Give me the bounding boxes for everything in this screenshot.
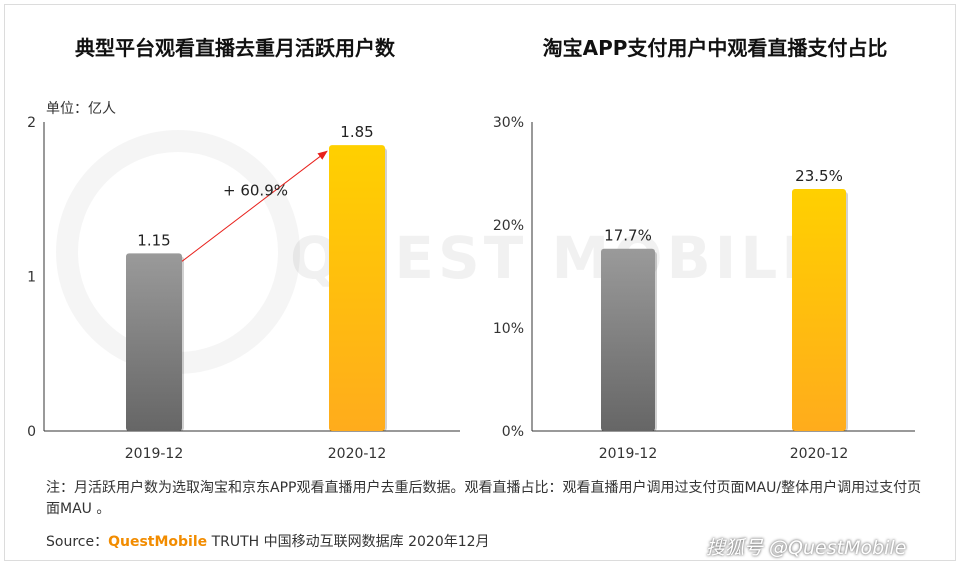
left-chart-title: 典型平台观看直播去重月活跃用户数 xyxy=(75,36,395,60)
bar-value-label: 23.5% xyxy=(795,167,843,185)
footnote: 注：月活跃用户数为选取淘宝和京东APP观看直播用户去重后数据。观看直播占比：观看… xyxy=(46,480,922,517)
growth-annotation: + 60.9% xyxy=(223,181,288,199)
x-tick-label: 2019-12 xyxy=(599,446,658,462)
source-brand: QuestMobile xyxy=(108,534,208,550)
bar-2020-12 xyxy=(329,145,385,432)
growth-arrow xyxy=(181,150,328,262)
bar-2019-12 xyxy=(126,253,182,431)
y-tick-label: 30% xyxy=(493,115,524,131)
right-bar-chart: 0% 10% 20% 30% 17.7% 2019-12 23.5% 2020-12 xyxy=(493,115,915,462)
x-tick-label: 2020-12 xyxy=(790,446,849,462)
source-label: Source： xyxy=(46,534,109,550)
bar-value-label: 1.15 xyxy=(137,231,170,249)
left-bar-chart: 0 1 2 1.15 2019-12 1.85 2020-12 + 60.9% xyxy=(27,115,460,462)
bar-2019-12 xyxy=(601,248,655,431)
y-tick-label: 1 xyxy=(27,270,36,286)
y-tick-label: 2 xyxy=(27,115,36,131)
corner-watermark: 搜狐号 @QuestMobile xyxy=(706,537,907,559)
source-line: Source：QuestMobile TRUTH 中国移动互联网数据库 2020… xyxy=(46,531,490,551)
y-tick-label: 10% xyxy=(493,321,524,337)
x-tick-label: 2019-12 xyxy=(125,446,184,462)
y-tick-label: 0 xyxy=(27,424,36,440)
x-tick-label: 2020-12 xyxy=(328,446,387,462)
source-rest: TRUTH 中国移动互联网数据库 2020年12月 xyxy=(207,534,490,550)
bar-value-label: 17.7% xyxy=(604,227,652,245)
y-tick-label: 0% xyxy=(502,424,524,440)
bar-value-label: 1.85 xyxy=(340,123,373,141)
bar-2020-12 xyxy=(792,188,846,431)
y-tick-label: 20% xyxy=(493,218,524,234)
figure-frame xyxy=(4,4,956,561)
left-chart-unit: 单位：亿人 xyxy=(46,101,116,117)
right-chart-title: 淘宝APP支付用户中观看直播支付占比 xyxy=(542,36,888,60)
